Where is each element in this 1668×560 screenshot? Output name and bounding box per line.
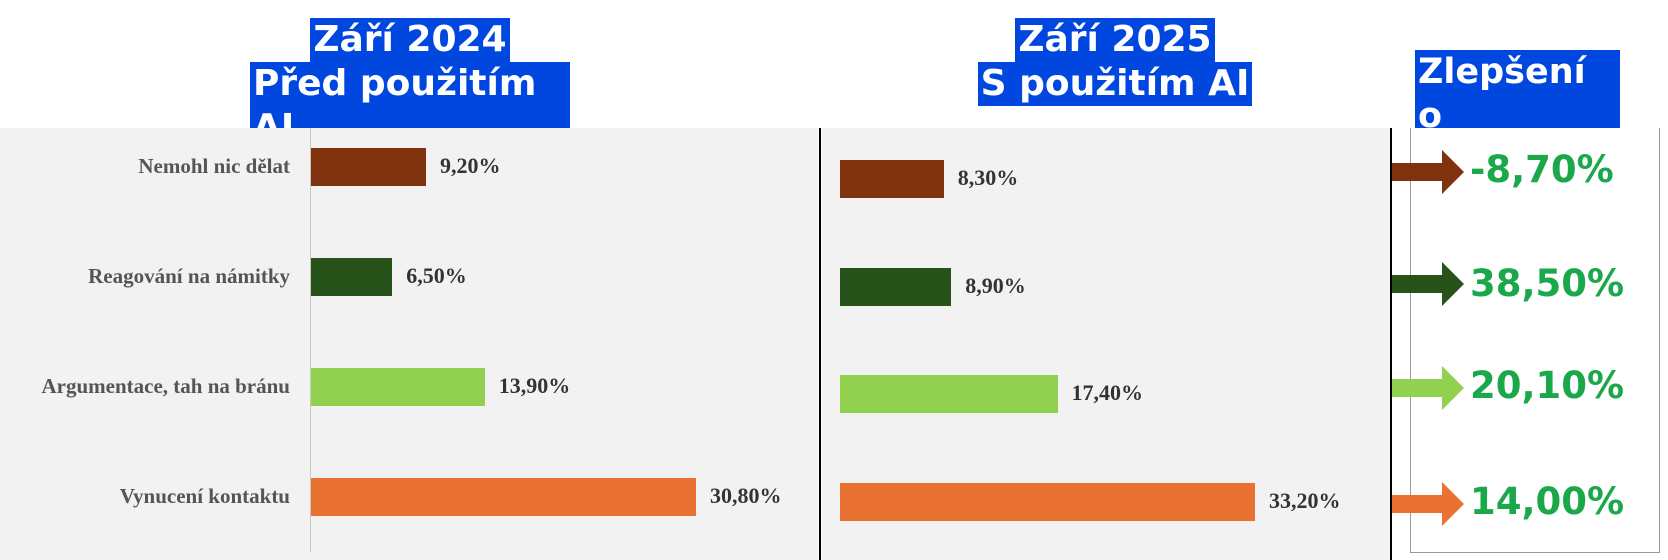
arrow-right-icon — [1392, 262, 1464, 306]
data-label: 33,20% — [1269, 488, 1341, 513]
header-with-ai-line2: S použitím AI — [977, 62, 1253, 106]
arrow-right-icon — [1392, 482, 1464, 526]
data-label: 17,40% — [1071, 380, 1144, 405]
category-label: Reagování na námitky — [88, 264, 290, 288]
divider-line — [819, 128, 821, 560]
data-label: 30,80% — [710, 483, 782, 508]
bar — [840, 375, 1058, 413]
bar — [311, 148, 426, 186]
header-with-ai: Září 2025 S použitím AI — [955, 18, 1275, 106]
category-label: Argumentace, tah na bránu — [41, 374, 290, 398]
category-label: Nemohl nic dělat — [138, 154, 290, 178]
category-axis-line — [310, 128, 311, 552]
data-label: 9,20% — [440, 153, 501, 178]
bar — [311, 368, 485, 406]
bar — [840, 160, 944, 198]
divider-line — [1390, 128, 1392, 560]
data-label: 8,90% — [965, 273, 1026, 298]
data-label: 8,30% — [957, 165, 1019, 190]
bar — [311, 258, 393, 296]
arrow-right-icon — [1392, 366, 1464, 410]
improvement-value: 14,00% — [1470, 480, 1625, 523]
arrow-right-icon — [1392, 150, 1464, 194]
improvement-value: -8,70% — [1470, 148, 1614, 191]
improvement-value: 20,10% — [1470, 364, 1625, 407]
bar — [840, 268, 952, 306]
bar — [840, 483, 1255, 521]
header-with-ai-line1: Září 2025 — [1015, 18, 1215, 62]
category-label: Vynucení kontaktu — [119, 484, 290, 508]
bar — [311, 478, 696, 516]
data-label: 6,50% — [406, 263, 467, 288]
data-label: 13,90% — [498, 373, 571, 398]
header-before-ai-line1: Září 2024 — [310, 18, 510, 62]
header-improvement: Zlepšení o — [1415, 50, 1620, 138]
improvement-value: 38,50% — [1470, 262, 1625, 305]
improvement-panel — [1410, 128, 1660, 553]
header-improvement-label: Zlepšení o — [1415, 50, 1620, 138]
